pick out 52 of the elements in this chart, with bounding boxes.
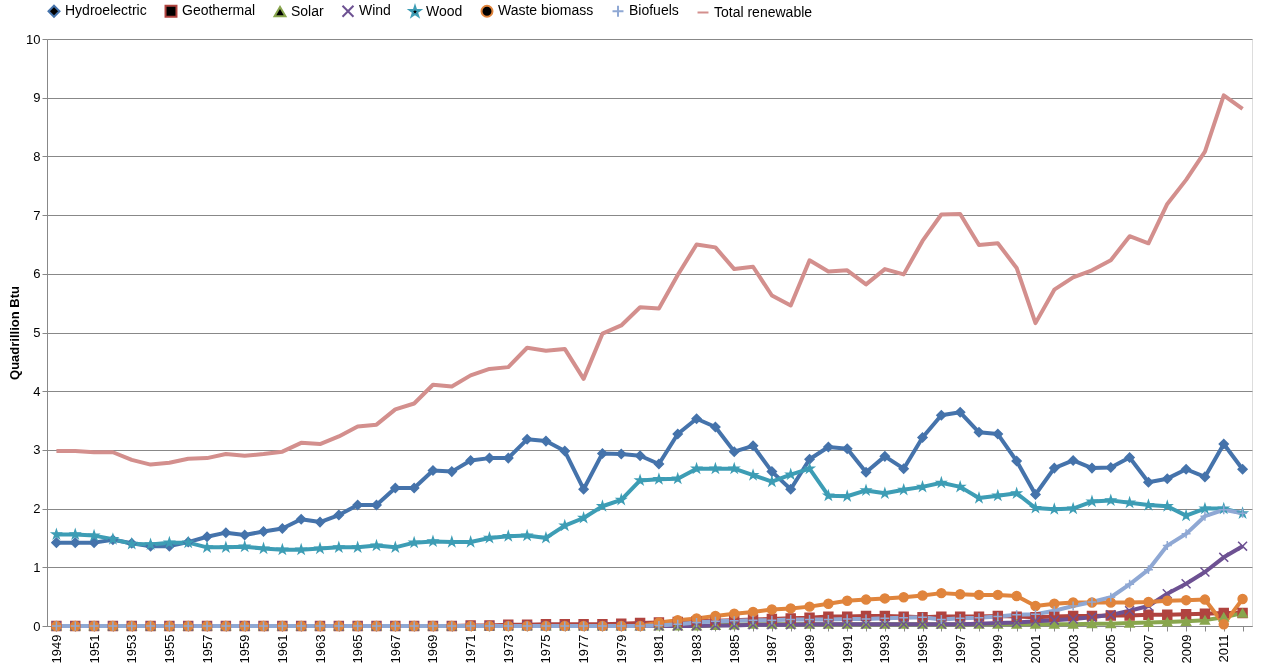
x-tick-label: 1961: [274, 634, 290, 664]
y-tick-label: 6: [33, 266, 41, 282]
legend-label: Waste biomass: [498, 2, 594, 19]
x-tick-label: 1969: [425, 634, 441, 664]
y-tick-label: 4: [33, 383, 41, 399]
legend-label: Total renewable: [714, 3, 813, 20]
x-tick-label: 1993: [877, 634, 893, 664]
x-tick-label: 2001: [1027, 634, 1043, 664]
legend-label: Geothermal: [182, 2, 256, 19]
x-tick-label: 1977: [576, 634, 592, 664]
x-tick-label: 1973: [500, 634, 516, 664]
y-tick-label: 1: [33, 559, 41, 575]
x-tick-label: 1965: [350, 634, 366, 664]
x-tick-label: 1997: [952, 634, 968, 664]
y-tick-label: 9: [33, 90, 41, 106]
y-tick-label: 7: [33, 207, 41, 223]
x-tick-label: 2011: [1216, 634, 1232, 663]
x-tick-label: 1989: [802, 634, 818, 664]
x-tick-label: 1975: [538, 634, 554, 664]
x-tick-label: 1987: [764, 634, 780, 664]
x-tick-label: 1979: [613, 634, 629, 664]
y-tick-label: 2: [33, 501, 41, 517]
x-tick-label: 1991: [839, 634, 855, 664]
x-tick-label: 1983: [689, 634, 705, 664]
y-axis-title: Quadrillion Btu: [7, 286, 23, 380]
legend-label: Wind: [359, 2, 391, 19]
x-tick-label: 1959: [237, 634, 253, 664]
legend-label: Biofuels: [629, 2, 679, 19]
y-tick-label: 10: [26, 31, 41, 47]
x-tick-label: 1951: [86, 634, 102, 664]
y-tick-label: 8: [33, 148, 41, 164]
x-tick-label: 2007: [1140, 634, 1156, 664]
x-tick-label: 2003: [1065, 634, 1081, 664]
x-tick-label: 1981: [651, 634, 667, 664]
x-tick-label: 2009: [1178, 634, 1194, 664]
y-tick-label: 0: [33, 618, 41, 634]
x-tick-label: 1967: [387, 634, 403, 664]
x-tick-label: 1955: [161, 634, 177, 664]
y-tick-label: 5: [33, 325, 41, 340]
legend-label: Wood: [426, 2, 463, 19]
x-tick-label: 1963: [312, 634, 328, 664]
x-tick-label: 1995: [915, 634, 931, 664]
x-tick-label: 1957: [199, 634, 215, 664]
x-tick-label: 1949: [48, 634, 64, 664]
x-tick-label: 1953: [124, 634, 140, 664]
legend-label: Hydroelectric: [65, 2, 147, 19]
x-tick-label: 1971: [463, 634, 479, 664]
y-tick-label: 3: [33, 442, 41, 458]
x-tick-label: 1985: [726, 634, 742, 664]
x-tick-label: 2005: [1103, 634, 1119, 664]
legend-label: Solar: [291, 2, 325, 19]
x-tick-label: 1999: [990, 634, 1006, 664]
